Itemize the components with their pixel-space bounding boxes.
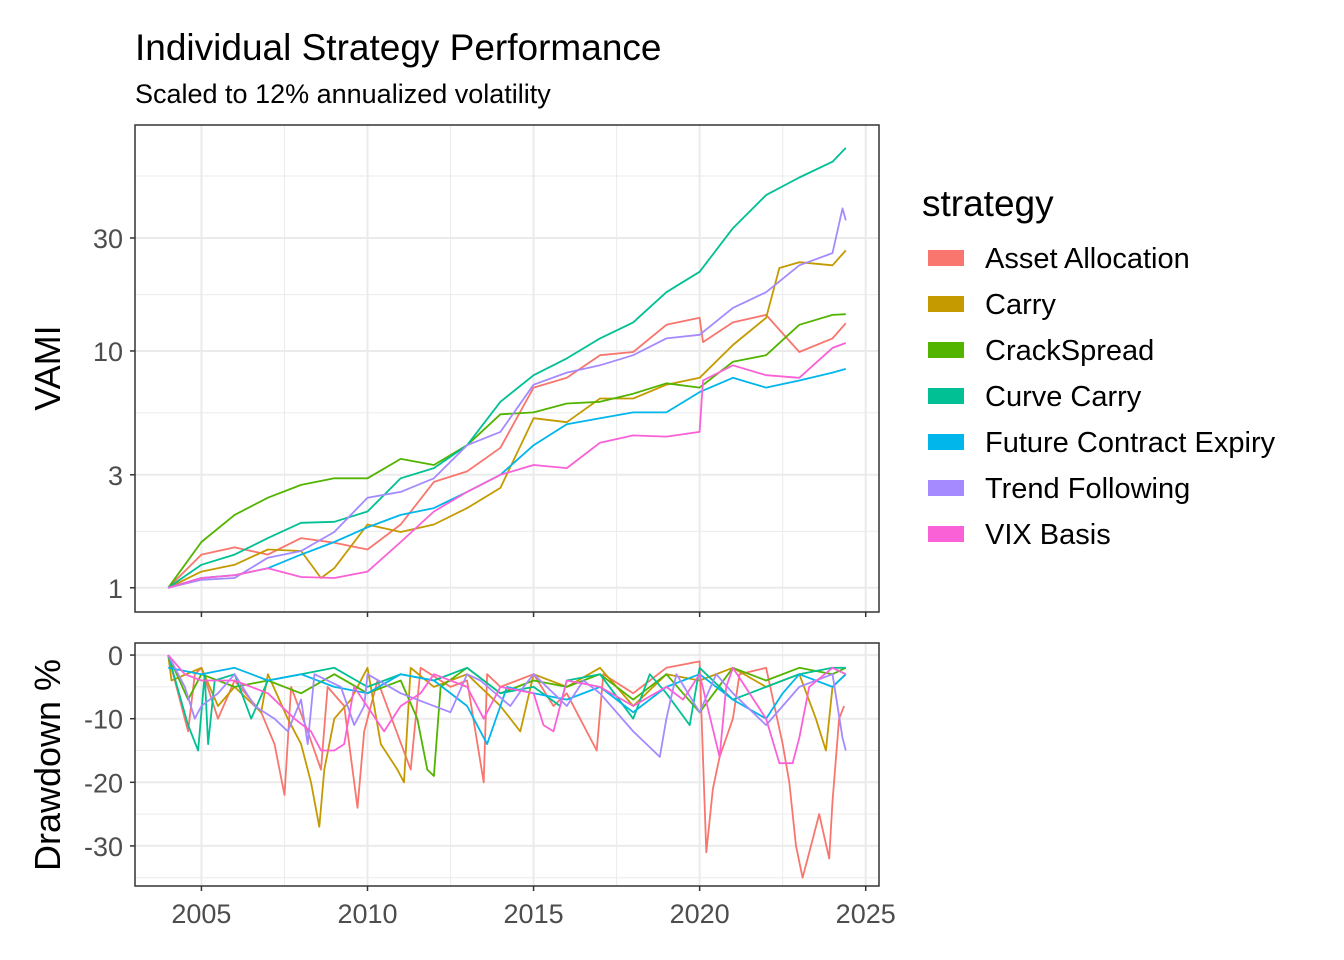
chart-subtitle: Scaled to 12% annualized volatility [135, 79, 551, 109]
series-line-asset-allocation [167, 654, 845, 879]
drawdown-panel: 0 -10 -20 -30 2005 2010 2015 2020 2025 [84, 641, 896, 929]
legend-key [928, 480, 964, 496]
legend-item: CrackSpread [928, 335, 1154, 367]
legend-label: Curve Carry [985, 381, 1142, 413]
y-tick-label: 10 [93, 337, 123, 367]
vami-panel: 1 3 10 30 [93, 124, 880, 617]
x-tick-label: 2025 [836, 899, 896, 929]
series-line-vix-basis [167, 342, 847, 589]
y-axis-title-drawdown: Drawdown % [27, 659, 68, 871]
series-line-trend-following [167, 654, 847, 758]
x-tick-label: 2005 [171, 899, 231, 929]
y-tick-label: 1 [108, 574, 123, 604]
series-line-asset-allocation [167, 313, 847, 589]
x-tick-label: 2020 [670, 899, 730, 929]
legend-label: Carry [985, 289, 1056, 321]
y-tick-label: -10 [84, 705, 123, 735]
y-tick-label: 3 [108, 461, 123, 491]
legend-key [928, 342, 964, 358]
x-tick-label: 2015 [504, 899, 564, 929]
legend-key [928, 388, 964, 404]
chart-title: Individual Strategy Performance [135, 27, 662, 68]
series-line-future-contract-expiry [167, 368, 847, 589]
series-line-curve-carry [167, 654, 846, 752]
y-tick-label: -30 [84, 832, 123, 862]
legend-label: VIX Basis [985, 519, 1111, 551]
series-line-crackspread [167, 313, 846, 589]
panel-border [134, 642, 880, 887]
y-tick-label: 30 [93, 224, 123, 254]
legend-label: Future Contract Expiry [985, 427, 1276, 459]
y-axis-title-vami: VAMI [27, 325, 68, 410]
legend: strategy Asset Allocation Carry CrackSprea… [922, 183, 1276, 551]
y-tick-label: 0 [108, 641, 123, 671]
x-tick-label: 2010 [337, 899, 397, 929]
legend-key [928, 250, 964, 266]
legend-key [928, 434, 964, 450]
series-line-curve-carry [167, 147, 847, 589]
legend-label: Trend Following [985, 473, 1190, 505]
legend-key [928, 526, 964, 542]
legend-item: VIX Basis [928, 519, 1111, 551]
legend-item: Trend Following [928, 473, 1190, 505]
legend-label: CrackSpread [985, 335, 1154, 367]
y-tick-label: -20 [84, 768, 123, 798]
panel-border [134, 124, 880, 613]
legend-item: Carry [928, 289, 1056, 321]
legend-item: Curve Carry [928, 381, 1142, 413]
legend-item: Asset Allocation [928, 243, 1190, 275]
series-line-trend-following [167, 207, 847, 589]
legend-title: strategy [922, 183, 1054, 224]
legend-item: Future Contract Expiry [928, 427, 1276, 459]
panel-background [135, 125, 879, 612]
series-line-vix-basis [167, 654, 847, 765]
legend-label: Asset Allocation [985, 243, 1190, 275]
series-line-crackspread [167, 654, 847, 777]
legend-key [928, 296, 964, 312]
series-line-carry [167, 249, 847, 589]
